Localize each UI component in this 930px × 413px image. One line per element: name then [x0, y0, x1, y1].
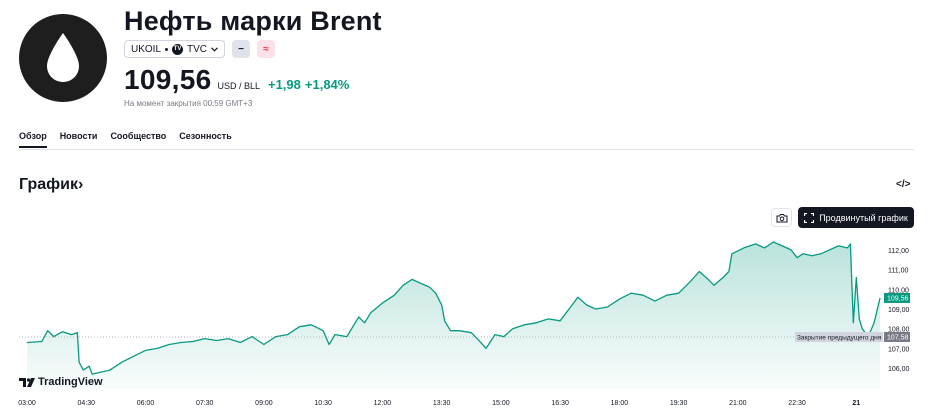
y-axis-tick-label: 110,00: [888, 287, 909, 294]
x-axis-tick-label: 09:00: [255, 400, 273, 407]
price-line-series: [26, 241, 881, 375]
x-axis-tick-label: 21:00: [729, 400, 747, 407]
x-axis-tick-label: 04:30: [77, 400, 95, 407]
x-axis-tick-label: 10:30: [314, 400, 332, 407]
y-axis-tick-label: 112,00: [888, 248, 909, 255]
y-axis-tick-label: 106,00: [888, 366, 910, 373]
prev-close-label: Закрытие предыдущего дня: [797, 334, 882, 341]
symbol-tags: UKOIL TV TVC − ≈: [124, 40, 276, 58]
page-title: Нефть марки Brent: [124, 6, 382, 36]
x-axis-tick-label: 18:00: [611, 400, 629, 407]
chart-section-title[interactable]: График›: [19, 176, 83, 194]
advanced-chart-label: Продвинутый график: [819, 212, 908, 223]
x-axis-tick-label: 15:00: [492, 400, 510, 407]
chart-section-label: График: [19, 176, 78, 193]
tab-community[interactable]: Сообщество: [110, 131, 167, 141]
chevron-down-icon: [211, 46, 218, 52]
prev-close-label-box: [795, 331, 883, 342]
last-price-box: [884, 292, 910, 303]
tv-badge-icon: TV: [172, 43, 184, 55]
tradingview-branding[interactable]: TradingView: [19, 376, 103, 388]
market-status-badge[interactable]: −: [232, 40, 251, 58]
embed-code-button[interactable]: </>: [896, 179, 911, 190]
price-change-abs: +1,98: [267, 77, 301, 92]
y-axis-tick-label: 108,00: [888, 327, 910, 334]
x-axis-tick-label: 22:30: [788, 400, 806, 407]
x-axis-tick-label: 03:00: [18, 400, 36, 407]
price-change-pct: +1,84%: [304, 77, 350, 92]
x-axis-tick-label: 19:30: [670, 400, 688, 407]
x-axis-tick-label: 21: [852, 400, 860, 407]
y-axis-tick-label: 111,00: [888, 268, 908, 275]
delayed-data-badge[interactable]: ≈: [257, 40, 276, 58]
tab-news[interactable]: Новости: [59, 131, 98, 141]
prev-close-value: 107,58: [887, 334, 909, 341]
chevron-right-icon: ›: [77, 176, 84, 193]
price-chart[interactable]: 112,00 111,00 110,00 109,00 108,00 107,00 106,…: [0, 230, 930, 413]
currency-unit: USD / BLL: [217, 81, 260, 91]
y-axis-tick-label: 109,00: [888, 307, 910, 314]
separator-dot: [165, 47, 169, 51]
last-price: 109,56: [124, 64, 212, 95]
x-axis-tick-label: 06:00: [137, 400, 155, 407]
exchange-name: TVC: [187, 43, 208, 55]
closing-time-note: На момент закрытия 00:59 GMT+3: [124, 99, 253, 108]
oil-drop-icon: [47, 33, 79, 82]
snapshot-button[interactable]: [771, 208, 792, 227]
tradingview-logo-icon: [19, 377, 35, 387]
tradingview-label: TradingView: [38, 376, 103, 388]
symbol-logo: [19, 14, 107, 102]
prev-close-value-box: [884, 331, 910, 342]
x-axis-tick-label: 07:30: [196, 400, 214, 407]
x-axis-tick-label: 12:00: [374, 400, 392, 407]
fullscreen-icon: [804, 212, 815, 223]
x-axis-tick-label: 16:30: [551, 400, 569, 407]
price-area-fill: [27, 242, 880, 390]
advanced-chart-button[interactable]: Продвинутый график: [798, 207, 914, 228]
symbol-code: UKOIL: [131, 43, 162, 55]
camera-icon: [776, 213, 787, 222]
x-axis-tick-label: 13:30: [433, 400, 451, 407]
y-axis-tick-label: 107,00: [888, 346, 910, 353]
tab-overview[interactable]: Обзор: [19, 131, 47, 148]
price-row: 109,56 USD / BLL +1,98 +1,84%: [124, 64, 349, 96]
symbol-tabs: Обзор Новости Сообщество Сезонность: [19, 131, 914, 150]
symbol-exchange-selector[interactable]: UKOIL TV TVC: [124, 40, 226, 58]
tab-seasonality[interactable]: Сезонность: [179, 131, 232, 141]
last-price-axis-label: 109,56: [887, 295, 909, 302]
